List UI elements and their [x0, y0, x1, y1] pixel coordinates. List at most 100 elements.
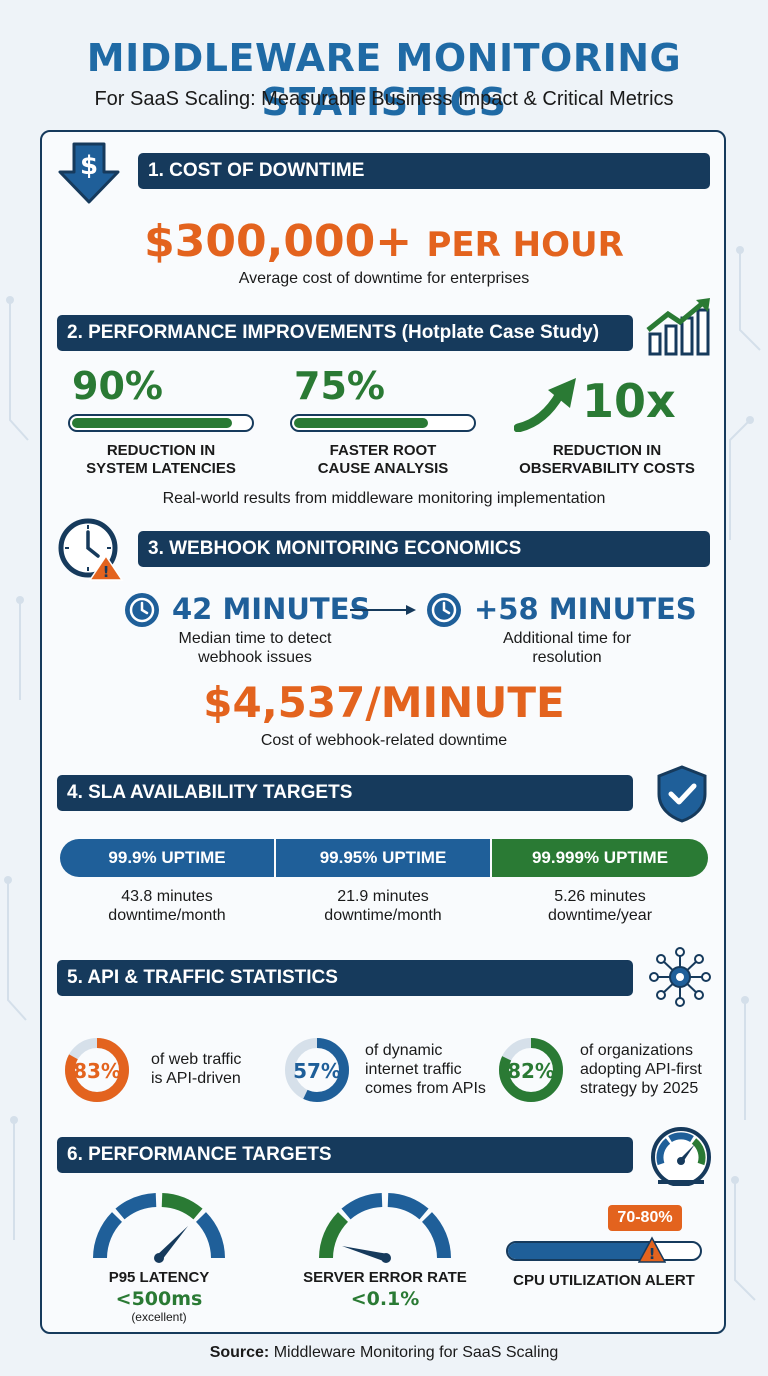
observability-label-line1: REDUCTION IN: [552, 442, 662, 459]
dynamic-traffic-label: of dynamic internet traffic comes from A…: [365, 1041, 486, 1098]
webhook-cost-value: $4,537/MINUTE: [203, 678, 565, 727]
api-traffic-line1: of web traffic: [151, 1051, 242, 1068]
api-first-line2: adopting API-first: [580, 1061, 702, 1078]
cpu-utilization-fill: [508, 1243, 652, 1259]
api-traffic-label: of web traffic is API-driven: [151, 1050, 241, 1088]
source-footer: Source: Middleware Monitoring for SaaS S…: [0, 1344, 768, 1362]
latency-reduction-value: 90%: [72, 364, 163, 408]
section-4-header: 4. SLA AVAILABILITY TARGETS: [57, 775, 633, 811]
svg-text:!: !: [103, 563, 110, 581]
api-first-label: of organizations adopting API-first stra…: [580, 1041, 702, 1098]
rca-faster-value: 75%: [294, 364, 385, 408]
resolve-time-label: Additional time for resolution: [462, 629, 672, 667]
latency-progress-bar: [68, 414, 254, 432]
latency-label-line1: REDUCTION IN: [106, 442, 216, 459]
rca-label-line2: CAUSE ANALYSIS: [317, 460, 449, 477]
upward-arrow-icon: [514, 378, 576, 432]
api-traffic-ring-arc: [65, 1038, 129, 1102]
dynamic-traffic-line3: comes from APIs: [365, 1080, 486, 1097]
sla-tier-9995-line1: 21.9 minutes: [337, 888, 429, 905]
server-error-label: SERVER ERROR RATE: [303, 1269, 467, 1286]
detect-time-label: Median time to detect webhook issues: [150, 629, 360, 667]
detect-clock-icon: [125, 593, 159, 627]
observability-label: REDUCTION IN OBSERVABILITY COSTS: [512, 442, 702, 478]
source-label: Source:: [209, 1344, 270, 1361]
webhook-cost-caption: Cost of webhook-related downtime: [260, 732, 508, 749]
sla-tier-99999-downtime: 5.26 minutes downtime/year: [492, 887, 708, 925]
sla-tier-999-downtime: 43.8 minutes downtime/month: [60, 887, 274, 925]
dollar-down-arrow-icon: $: [58, 142, 120, 204]
rca-progress-bar: [290, 414, 476, 432]
svg-text:!: !: [649, 1245, 656, 1263]
p95-latency-label: P95 LATENCY: [108, 1269, 210, 1286]
cpu-utilization-label: CPU UTILIZATION ALERT: [513, 1272, 695, 1289]
sla-tier-99999: 99.999% UPTIME: [492, 839, 708, 877]
sla-tier-999-line2: downtime/month: [108, 907, 226, 924]
latency-progress-fill: [72, 418, 233, 428]
cpu-threshold-badge: 70-80%: [608, 1205, 682, 1231]
sla-tier-9995-line2: downtime/month: [324, 907, 442, 924]
downtime-cost-caption: Average cost of downtime for enterprises: [238, 270, 530, 287]
sla-tier-99999-line1: 5.26 minutes: [554, 888, 646, 905]
api-first-ring: [499, 1038, 563, 1102]
rca-label: FASTER ROOT CAUSE ANALYSIS: [290, 442, 476, 478]
section-3-header: 3. WEBHOOK MONITORING ECONOMICS: [138, 531, 710, 567]
shield-check-icon: [657, 765, 707, 823]
dynamic-traffic-line2: internet traffic: [365, 1061, 462, 1078]
detect-time-value: 42 MINUTES: [172, 592, 371, 626]
api-traffic-line2: is API-driven: [151, 1070, 241, 1087]
downtime-cost-line: $300,000+ PER HOUR: [0, 216, 768, 267]
observability-label-line2: OBSERVABILITY COSTS: [519, 460, 695, 477]
resolve-time-value: +58 MINUTES: [474, 592, 697, 626]
rca-progress-fill: [294, 418, 428, 428]
growth-chart-icon: [646, 298, 710, 356]
page-title: MIDDLEWARE MONITORING STATISTICS: [86, 36, 682, 124]
observability-cost-value: 10x: [582, 374, 676, 428]
resolve-time-label-line1: Additional time for: [502, 630, 632, 647]
section-1-header: 1. COST OF DOWNTIME: [138, 153, 710, 189]
downtime-cost-unit: PER HOUR: [426, 225, 624, 265]
dynamic-traffic-value: 57%: [293, 1059, 341, 1083]
latency-label: REDUCTION IN SYSTEM LATENCIES: [68, 442, 254, 478]
api-first-line3: strategy by 2025: [580, 1080, 699, 1097]
sla-tier-9995-downtime: 21.9 minutes downtime/month: [276, 887, 490, 925]
svg-text:$: $: [80, 151, 98, 181]
improvements-caption: Real-world results from middleware monit…: [162, 490, 606, 507]
section-2-header: 2. PERFORMANCE IMPROVEMENTS (Hotplate Ca…: [57, 315, 633, 351]
sla-tier-9995: 99.95% UPTIME: [276, 839, 490, 877]
api-traffic-ring: [65, 1038, 129, 1102]
api-first-value: 82%: [507, 1059, 555, 1083]
cpu-alert-warning-icon: !: [638, 1236, 666, 1263]
sla-tier-999-line1: 43.8 minutes: [121, 888, 213, 905]
dynamic-traffic-ring-arc: [285, 1038, 349, 1102]
dynamic-traffic-ring: [285, 1038, 349, 1102]
api-traffic-value: 83%: [73, 1059, 121, 1083]
dynamic-traffic-line1: of dynamic: [365, 1042, 443, 1059]
p95-latency-gauge: [93, 1193, 225, 1263]
server-error-gauge: [319, 1193, 451, 1263]
clock-alert-icon: !: [58, 518, 124, 581]
detect-time-label-line1: Median time to detect: [178, 630, 332, 647]
speedometer-icon: [651, 1127, 711, 1186]
api-first-line1: of organizations: [580, 1042, 693, 1059]
rca-label-line1: FASTER ROOT: [329, 442, 437, 459]
resolve-clock-icon: [427, 593, 461, 627]
right-arrow-icon: [350, 605, 416, 615]
api-first-ring-arc: [499, 1038, 563, 1102]
sla-tier-99999-line2: downtime/year: [547, 907, 653, 924]
section-5-header: 5. API & TRAFFIC STATISTICS: [57, 960, 633, 996]
server-error-value: <0.1%: [350, 1288, 420, 1310]
sla-tier-999: 99.9% UPTIME: [60, 839, 274, 877]
network-hub-icon: [649, 947, 711, 1007]
latency-label-line2: SYSTEM LATENCIES: [86, 460, 236, 477]
section-6-header: 6. PERFORMANCE TARGETS: [57, 1137, 633, 1173]
page-subtitle: For SaaS Scaling: Measurable Business Im…: [94, 88, 674, 110]
downtime-cost-value: $300,000+: [144, 216, 413, 267]
p95-latency-note: (excellent): [131, 1310, 187, 1324]
source-text: Middleware Monitoring for SaaS Scaling: [269, 1344, 559, 1361]
p95-latency-value: <500ms: [115, 1288, 203, 1310]
resolve-time-label-line2: resolution: [532, 649, 602, 666]
detect-time-label-line2: webhook issues: [198, 649, 312, 666]
cpu-utilization-bar: [506, 1241, 702, 1261]
